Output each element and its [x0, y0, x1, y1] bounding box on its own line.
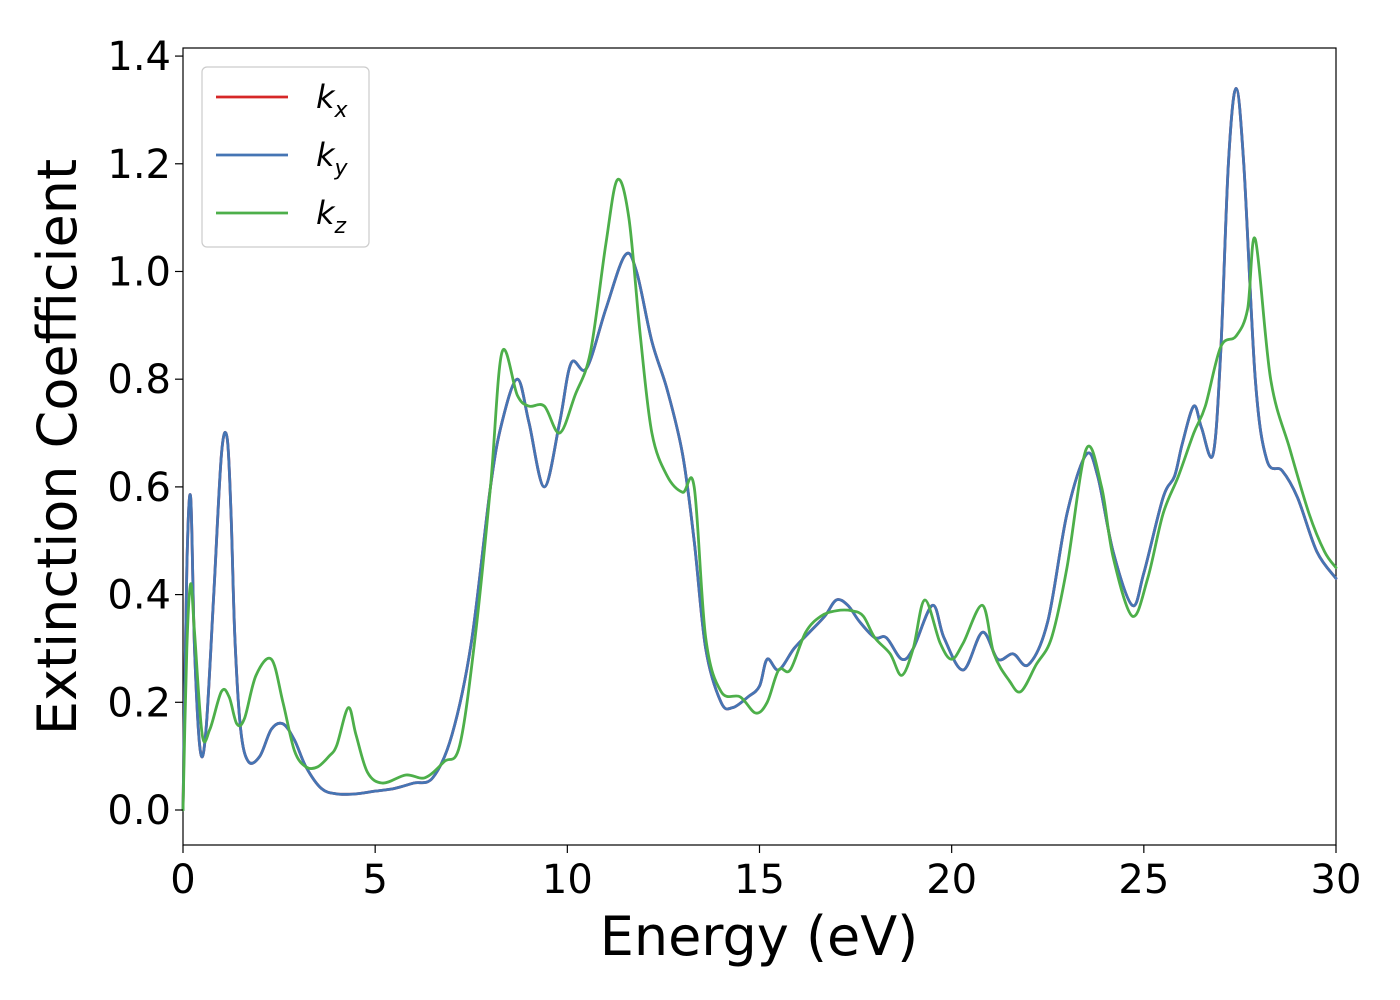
- legend-label-base: k: [316, 136, 336, 174]
- y-axis-title: Extinction Coefficient: [26, 159, 89, 735]
- legend-label-subscript: y: [334, 156, 349, 181]
- y-tick-label: 1.4: [107, 34, 171, 80]
- x-tick-label: 5: [362, 857, 387, 903]
- series-line-y: [181, 86, 1338, 812]
- x-axis: 0 5 10 15 20 25 30: [170, 845, 1361, 903]
- y-tick-label: 0.2: [107, 680, 171, 726]
- x-axis-title: Energy (eV): [600, 905, 919, 968]
- x-tick-label: 10: [542, 857, 593, 903]
- series-layer: [181, 86, 1338, 812]
- x-tick-label: 20: [926, 857, 977, 903]
- legend-label-z: kz: [316, 194, 347, 239]
- x-tick-label: 15: [734, 857, 785, 903]
- y-tick-label: 0.0: [107, 788, 171, 834]
- y-tick-label: 0.6: [107, 465, 171, 511]
- legend-box: [201, 66, 370, 248]
- legend-label-base: k: [316, 78, 336, 116]
- series-line-z: [181, 177, 1338, 812]
- legend-label-x: kx: [316, 78, 349, 123]
- y-tick-label: 1.2: [107, 142, 171, 188]
- legend-label-subscript: x: [334, 98, 349, 123]
- y-tick-label: 0.4: [107, 573, 171, 619]
- x-tick-label: 0: [170, 857, 195, 903]
- y-tick-label: 0.8: [107, 357, 171, 403]
- legend-label-subscript: z: [334, 214, 347, 239]
- x-tick-label: 30: [1311, 857, 1362, 903]
- y-tick-label: 1.0: [107, 249, 171, 295]
- legend-label-base: k: [316, 194, 336, 232]
- y-axis: 0.0 0.2 0.4 0.6 0.8 1.0 1.2 1.4: [107, 34, 183, 834]
- x-tick-label: 25: [1118, 857, 1169, 903]
- legend-label-y: ky: [316, 136, 349, 181]
